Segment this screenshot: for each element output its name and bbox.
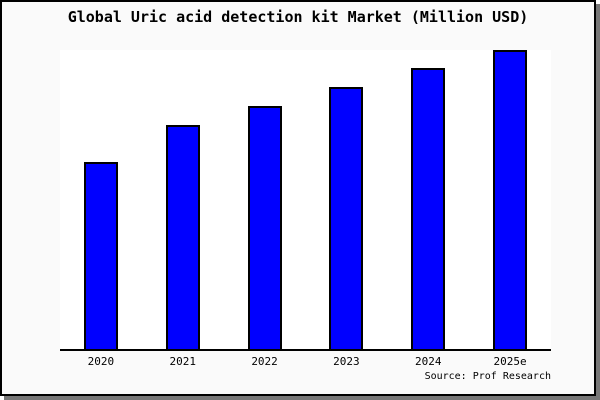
bar-slot bbox=[305, 50, 387, 349]
bar-2020 bbox=[83, 162, 118, 349]
bar-2021 bbox=[165, 125, 200, 349]
bar-slot bbox=[387, 50, 469, 349]
bar-2023 bbox=[329, 87, 364, 349]
x-tick-label: 2023 bbox=[333, 355, 360, 368]
x-tick-label: 2020 bbox=[87, 355, 115, 368]
bar-slot bbox=[469, 50, 551, 349]
x-tick-label: 2021 bbox=[169, 355, 196, 368]
plot-area bbox=[60, 50, 551, 351]
x-axis-labels: 2020 2021 2022 2023 2024 2025e bbox=[60, 355, 551, 368]
bar-2024 bbox=[411, 68, 446, 349]
chart-title: Global Uric acid detection kit Market (M… bbox=[67, 8, 529, 26]
bar-2025e bbox=[493, 50, 528, 349]
x-tick-label: 2025e bbox=[493, 355, 527, 368]
bar-slot bbox=[224, 50, 306, 349]
bar-slot bbox=[142, 50, 224, 349]
x-tick-label: 2022 bbox=[251, 355, 278, 368]
source-label: Source: Prof Research bbox=[424, 371, 551, 382]
bar-2022 bbox=[247, 106, 282, 349]
bar-slot bbox=[60, 50, 142, 349]
x-tick-label: 2024 bbox=[414, 355, 442, 368]
